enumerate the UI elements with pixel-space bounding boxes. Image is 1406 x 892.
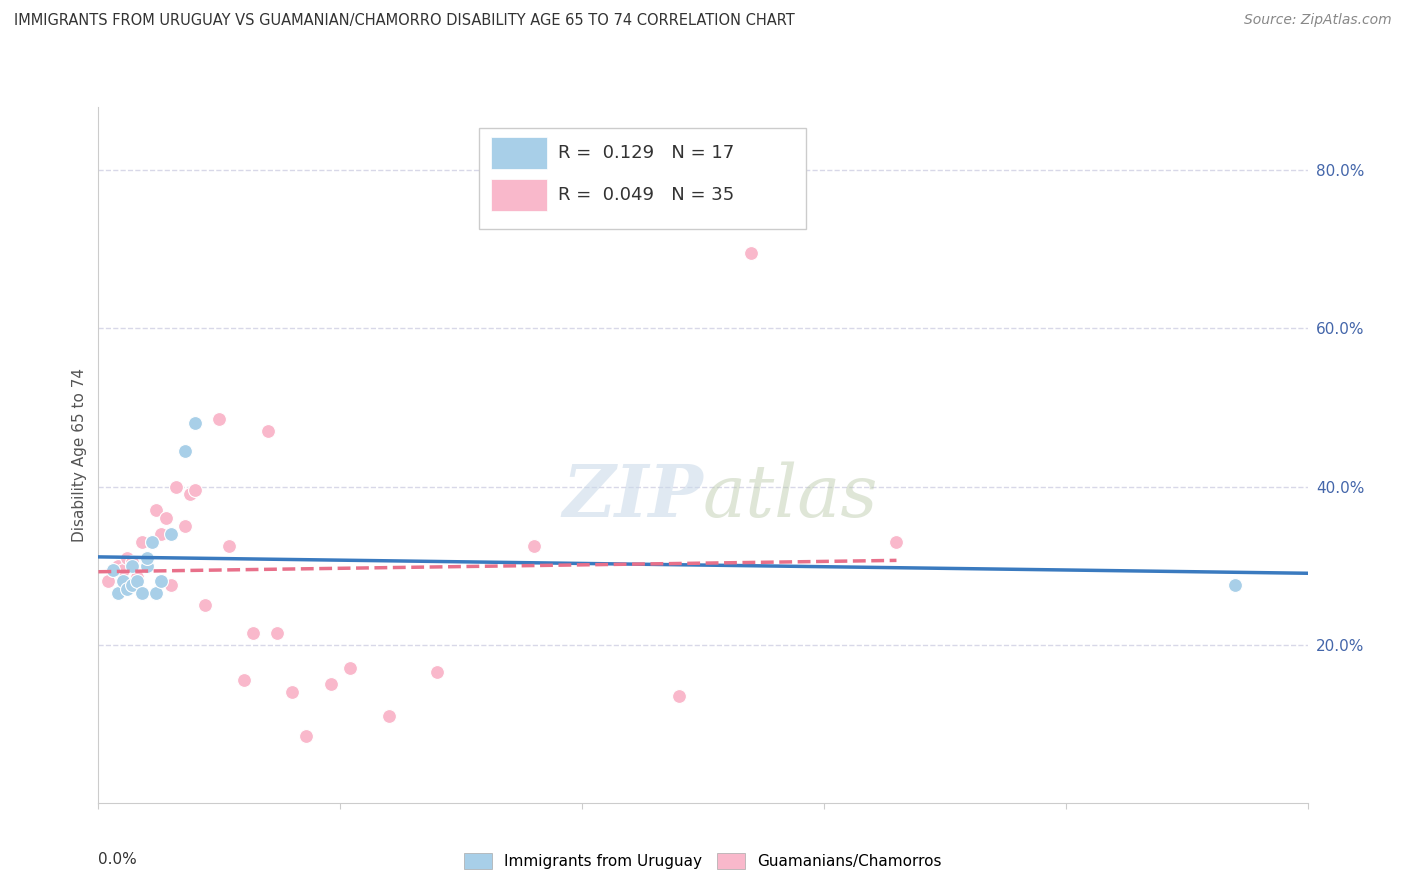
- Point: [242, 625, 264, 640]
- Point: [668, 689, 690, 703]
- Point: [145, 503, 167, 517]
- Legend: Immigrants from Uruguay, Guamanians/Chamorros: Immigrants from Uruguay, Guamanians/Cham…: [458, 847, 948, 875]
- Point: [135, 558, 157, 573]
- Point: [101, 563, 124, 577]
- Point: [377, 708, 399, 723]
- Point: [194, 598, 217, 612]
- Point: [266, 625, 288, 640]
- Point: [127, 574, 149, 589]
- Point: [339, 661, 361, 675]
- Point: [174, 519, 197, 533]
- Point: [523, 539, 546, 553]
- Point: [141, 534, 163, 549]
- Text: R =  0.049   N = 35: R = 0.049 N = 35: [558, 186, 734, 203]
- Point: [1223, 578, 1246, 592]
- Point: [740, 246, 762, 260]
- Point: [121, 558, 143, 573]
- Point: [886, 534, 908, 549]
- Point: [426, 665, 449, 680]
- Point: [107, 586, 129, 600]
- Point: [117, 582, 139, 597]
- Point: [127, 570, 149, 584]
- Text: atlas: atlas: [703, 461, 879, 532]
- Point: [319, 677, 342, 691]
- Y-axis label: Disability Age 65 to 74: Disability Age 65 to 74: [72, 368, 87, 542]
- Point: [135, 555, 157, 569]
- Point: [145, 586, 167, 600]
- Point: [218, 539, 240, 553]
- Point: [101, 563, 124, 577]
- Point: [111, 574, 134, 589]
- Point: [160, 578, 183, 592]
- Point: [150, 527, 173, 541]
- Text: ZIP: ZIP: [562, 461, 703, 533]
- Point: [295, 729, 318, 743]
- Point: [117, 550, 139, 565]
- Point: [107, 558, 129, 573]
- Point: [160, 527, 183, 541]
- FancyBboxPatch shape: [492, 137, 547, 169]
- Point: [131, 586, 153, 600]
- FancyBboxPatch shape: [492, 178, 547, 211]
- Point: [208, 412, 231, 426]
- Point: [256, 424, 278, 438]
- FancyBboxPatch shape: [479, 128, 806, 229]
- Point: [155, 511, 177, 525]
- Text: IMMIGRANTS FROM URUGUAY VS GUAMANIAN/CHAMORRO DISABILITY AGE 65 TO 74 CORRELATIO: IMMIGRANTS FROM URUGUAY VS GUAMANIAN/CHA…: [14, 13, 794, 29]
- Text: 0.0%: 0.0%: [98, 852, 138, 866]
- Point: [135, 550, 157, 565]
- Text: Source: ZipAtlas.com: Source: ZipAtlas.com: [1244, 13, 1392, 28]
- Point: [281, 685, 304, 699]
- Point: [184, 483, 207, 498]
- Point: [141, 534, 163, 549]
- Point: [165, 479, 187, 493]
- Point: [121, 578, 143, 592]
- Point: [179, 487, 201, 501]
- Text: R =  0.129   N = 17: R = 0.129 N = 17: [558, 144, 734, 162]
- Point: [111, 563, 134, 577]
- Point: [131, 534, 153, 549]
- Point: [184, 417, 207, 431]
- Point: [121, 555, 143, 569]
- Point: [97, 574, 120, 589]
- Point: [174, 444, 197, 458]
- Point: [232, 673, 254, 688]
- Point: [150, 574, 173, 589]
